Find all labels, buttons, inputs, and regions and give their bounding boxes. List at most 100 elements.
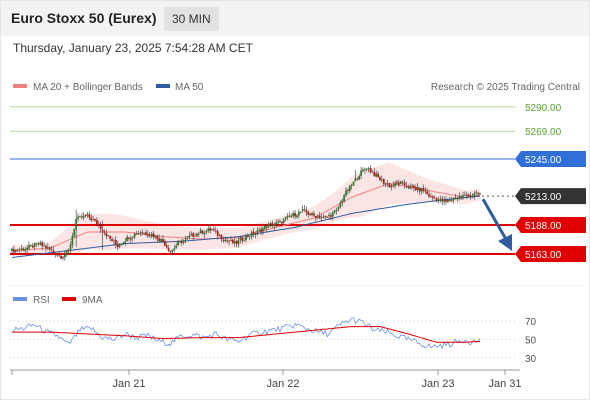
candle-up bbox=[230, 240, 232, 242]
rsi-line bbox=[11, 317, 481, 350]
candle-up bbox=[177, 241, 179, 246]
candle-up bbox=[362, 169, 364, 171]
candle-down bbox=[407, 186, 410, 188]
rsi-panel: 70 50 30 bbox=[10, 317, 537, 365]
candle-down bbox=[428, 194, 430, 197]
ma50-legend-swatch bbox=[156, 84, 170, 88]
candle-up bbox=[186, 236, 189, 238]
candle-up bbox=[284, 217, 287, 220]
candle-up bbox=[237, 240, 240, 245]
candle-up bbox=[277, 221, 279, 223]
x-tick-label: Jan 21 bbox=[112, 378, 145, 390]
candle-up bbox=[299, 211, 302, 213]
candle-down bbox=[180, 241, 183, 243]
candle-up bbox=[267, 223, 270, 228]
candle-down bbox=[350, 185, 353, 186]
candle-up bbox=[345, 190, 347, 196]
candle-down bbox=[460, 196, 463, 198]
candle-up bbox=[450, 200, 453, 202]
candle-up bbox=[296, 215, 298, 218]
x-axis: Jan 21 Jan 22 Jan 23 Jan 31 bbox=[11, 370, 522, 390]
candle-up bbox=[443, 199, 446, 202]
candle-down bbox=[467, 194, 470, 197]
candle-down bbox=[90, 217, 93, 221]
candle-down bbox=[128, 237, 130, 239]
candle-down bbox=[213, 229, 215, 231]
candle-down bbox=[401, 181, 404, 183]
candle-down bbox=[260, 229, 262, 232]
candle-up bbox=[363, 169, 366, 170]
candle-up bbox=[205, 230, 208, 233]
candle-down bbox=[422, 188, 425, 191]
candle-down bbox=[209, 227, 212, 231]
candle-up bbox=[337, 207, 340, 210]
rsi-legend-swatch bbox=[13, 297, 27, 301]
level-tag-5188.00 bbox=[515, 217, 586, 234]
candle-down bbox=[324, 215, 327, 217]
candle-up bbox=[245, 235, 247, 241]
candle-up bbox=[420, 188, 423, 192]
candle-up bbox=[473, 193, 476, 196]
candle-down bbox=[396, 181, 398, 184]
candle-up bbox=[62, 256, 64, 259]
candle-down bbox=[50, 249, 53, 250]
candle-down bbox=[16, 249, 19, 251]
ma20-legend-swatch bbox=[13, 84, 27, 88]
candle-up bbox=[133, 233, 136, 238]
candle-down bbox=[435, 198, 438, 201]
candle-up bbox=[28, 245, 30, 249]
candle-down bbox=[426, 191, 429, 194]
candle-up bbox=[248, 236, 251, 238]
candle-down bbox=[141, 231, 144, 233]
candle-down bbox=[162, 239, 164, 242]
timeframe-badge[interactable]: 30 MIN bbox=[164, 7, 219, 31]
candle-down bbox=[433, 197, 436, 199]
rsi-tick-label: 70 bbox=[525, 317, 537, 328]
candle-down bbox=[156, 236, 159, 240]
candle-up bbox=[462, 195, 464, 198]
candle-up bbox=[77, 216, 79, 220]
candle-up bbox=[243, 240, 246, 241]
level-tag-5163.00 bbox=[515, 246, 586, 262]
candle-up bbox=[150, 233, 153, 237]
candle-up bbox=[11, 248, 13, 251]
credit-label: Research © 2025 Trading Central bbox=[431, 82, 580, 93]
candle-up bbox=[250, 232, 253, 237]
candle-up bbox=[354, 178, 357, 182]
candle-up bbox=[190, 233, 193, 236]
candle-up bbox=[352, 181, 355, 186]
candle-down bbox=[413, 185, 415, 188]
candle-up bbox=[65, 250, 68, 256]
candle-down bbox=[58, 254, 61, 256]
candle-down bbox=[235, 240, 238, 244]
level-value-5213.00: 5213.00 bbox=[525, 192, 562, 203]
candle-down bbox=[216, 230, 219, 236]
candle-down bbox=[201, 230, 204, 234]
candle-down bbox=[294, 212, 296, 217]
candle-up bbox=[196, 233, 198, 237]
candle-down bbox=[252, 231, 255, 235]
candle-down bbox=[222, 240, 225, 242]
candle-up bbox=[279, 221, 281, 222]
level-tag-5213.00 bbox=[515, 188, 586, 205]
candle-down bbox=[169, 250, 172, 253]
candle-down bbox=[347, 189, 349, 192]
candle-up bbox=[69, 244, 72, 251]
candle-up bbox=[475, 192, 478, 193]
candle-down bbox=[313, 213, 315, 216]
candle-down bbox=[52, 250, 55, 253]
candle-down bbox=[12, 249, 15, 253]
candle-up bbox=[184, 237, 187, 240]
candle-down bbox=[356, 178, 359, 180]
candle-up bbox=[335, 209, 338, 211]
candle-up bbox=[79, 216, 81, 217]
candle-up bbox=[365, 168, 368, 170]
candle-up bbox=[394, 182, 396, 187]
candle-up bbox=[256, 230, 259, 233]
candle-down bbox=[382, 178, 385, 184]
candle-down bbox=[80, 216, 83, 218]
candle-down bbox=[411, 185, 413, 187]
candle-down bbox=[54, 252, 57, 255]
candle-down bbox=[158, 238, 161, 242]
candle-down bbox=[265, 226, 268, 228]
